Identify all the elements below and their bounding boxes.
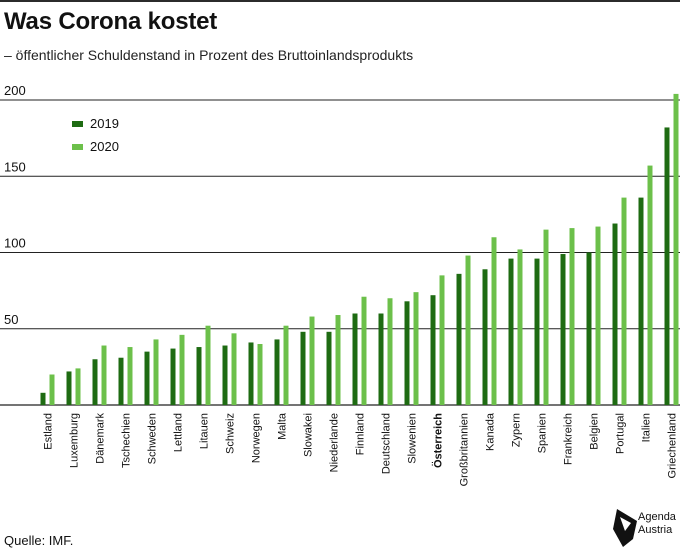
x-tick-label: Malta (277, 412, 289, 440)
x-tick-label: Luxemburg (69, 413, 81, 468)
chart-subtitle: – öffentlicher Schuldenstand in Prozent … (4, 47, 414, 63)
bar-2019 (274, 339, 280, 405)
y-tick-labels: 50 100 150 200 (4, 83, 26, 327)
x-tick-label: Slowenien (407, 413, 419, 464)
bar-2019 (92, 359, 98, 405)
x-tick-label: Estland (43, 413, 55, 450)
bars (40, 93, 679, 406)
x-tick-label: Griechenland (667, 413, 679, 478)
bar-2020 (543, 229, 549, 405)
bar-2019 (248, 342, 254, 405)
bar-2020 (231, 333, 237, 405)
logo-line-2: Austria (638, 524, 673, 536)
x-tick-label: Belgien (589, 413, 601, 450)
y-tick-label: 200 (4, 83, 26, 98)
x-tick-label: Kanada (485, 412, 497, 451)
bar-2019 (586, 252, 592, 405)
x-tick-labels: Estland Luxemburg Dänemark Tschechien Schwed… (43, 412, 679, 486)
bar-2019 (404, 301, 410, 405)
bar-2019 (560, 254, 566, 405)
bar-2019 (144, 351, 150, 405)
legend: 2019 2020 (72, 116, 119, 154)
x-tick-label: Italien (641, 413, 653, 442)
y-tick-label: 150 (4, 159, 26, 174)
bar-2020 (439, 275, 445, 405)
x-tick-label: Frankreich (563, 413, 575, 465)
bar-2020 (621, 197, 627, 405)
legend-label-2020: 2020 (90, 139, 119, 154)
bar-2019 (300, 331, 306, 405)
x-tick-label: Lettland (173, 413, 185, 452)
chart-title: Was Corona kostet (4, 8, 218, 35)
bar-2020 (465, 255, 471, 405)
bar-2019 (352, 313, 358, 405)
x-tick-label: Litauen (199, 413, 211, 449)
bar-2019 (508, 258, 514, 405)
bar-2020 (595, 226, 601, 405)
x-tick-label: Dänemark (95, 413, 107, 464)
x-tick-label: Finnland (355, 413, 367, 455)
logo-mark-icon (613, 509, 637, 547)
x-tick-label: Zypern (511, 413, 523, 447)
bar-2019 (170, 348, 176, 405)
bar-2019 (196, 347, 202, 405)
x-tick-label: Großbritannien (459, 413, 471, 486)
bar-2020 (569, 228, 575, 405)
logo-line-1: Agenda (638, 511, 676, 523)
bar-2019 (40, 392, 46, 405)
bar-2020 (75, 368, 81, 405)
bar-2020 (361, 296, 367, 405)
x-tick-label: Österreich (432, 413, 445, 468)
legend-swatch-2019 (72, 121, 83, 127)
bar-2019 (456, 273, 462, 405)
x-tick-label: Schweiz (225, 413, 237, 454)
legend-label-2019: 2019 (90, 116, 119, 131)
bar-2020 (153, 339, 159, 405)
bar-2019 (326, 331, 332, 405)
bar-2020 (335, 315, 341, 405)
x-tick-label: Norwegen (251, 413, 263, 463)
bar-2020 (309, 316, 315, 405)
x-tick-label: Portugal (615, 413, 627, 454)
bar-2020 (283, 325, 289, 405)
agenda-austria-logo: Agenda Austria (613, 507, 680, 549)
bar-2020 (257, 344, 263, 405)
bar-2020 (101, 345, 107, 405)
bar-2019 (378, 313, 384, 405)
bar-2020 (491, 237, 497, 405)
legend-swatch-2020 (72, 144, 83, 150)
bar-2020 (647, 165, 653, 405)
bar-2019 (66, 371, 72, 405)
top-rule (0, 0, 680, 2)
x-tick-label: Deutschland (381, 413, 393, 474)
bar-2020 (205, 325, 211, 405)
bar-2020 (413, 292, 419, 405)
bar-2020 (387, 298, 393, 405)
bar-2020 (673, 93, 679, 406)
source-note: Quelle: IMF. (4, 533, 74, 548)
x-tick-label: Schweden (147, 413, 159, 464)
bar-2019 (222, 345, 228, 405)
bar-2020 (179, 334, 185, 405)
bar-2019 (430, 295, 436, 405)
x-tick-label: Tschechien (121, 413, 133, 468)
bar-2019 (612, 223, 618, 405)
y-tick-label: 100 (4, 236, 26, 251)
bar-2019 (664, 127, 670, 405)
bar-2019 (638, 197, 644, 405)
x-tick-label: Niederlande (329, 413, 341, 472)
bar-2019 (118, 357, 124, 405)
y-tick-label: 50 (4, 312, 18, 327)
bar-2019 (534, 258, 540, 405)
bar-2020 (517, 249, 523, 405)
bar-2020 (127, 347, 133, 405)
x-tick-label: Slowakei (303, 413, 315, 457)
x-tick-label: Spanien (537, 413, 549, 453)
bar-2020 (49, 374, 55, 405)
bar-2019 (482, 269, 488, 405)
